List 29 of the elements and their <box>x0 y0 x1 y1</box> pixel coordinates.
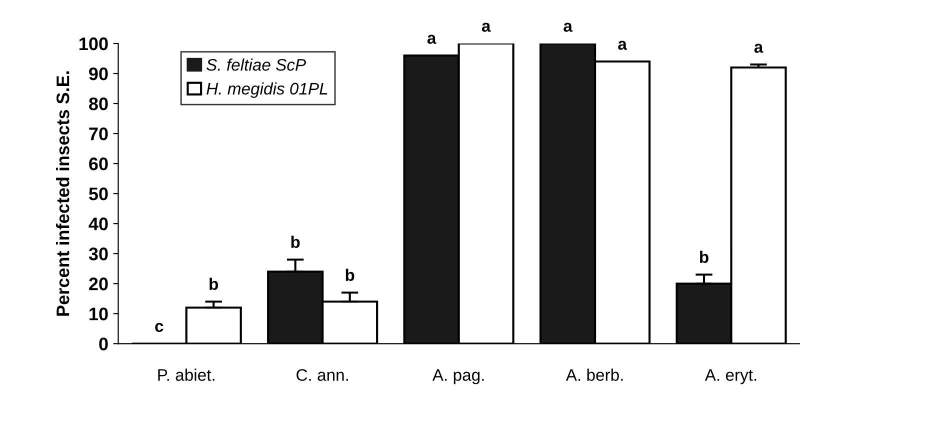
y-tick-label: 80 <box>89 97 108 110</box>
y-tick-label: 50 <box>89 188 108 200</box>
x-tick-label: A. berb. <box>566 368 623 381</box>
data-label: a <box>482 22 491 32</box>
data-label: a <box>754 44 764 53</box>
data-label: b <box>346 268 354 281</box>
data-label: b <box>291 236 300 248</box>
y-tick-label: 20 <box>89 278 108 290</box>
data-label: c <box>155 322 164 332</box>
data-label: a <box>564 22 573 32</box>
y-axis-title: Percent infected insects S.E. <box>56 71 70 316</box>
x-tick-label: P. abiet. <box>158 368 214 381</box>
y-tick-label: 70 <box>89 127 108 140</box>
y-tick-label: 0 <box>99 338 108 350</box>
y-tick-label: 40 <box>88 218 108 230</box>
legend-label: H. megidis 01PL <box>206 82 328 98</box>
x-tick-label: C. ann. <box>296 369 348 381</box>
x-tick-label: A. pag. <box>432 369 484 384</box>
data-label: b <box>700 250 708 263</box>
y-tick-label: 90 <box>89 67 108 80</box>
data-label: b <box>210 278 218 290</box>
y-tick-label: 100 <box>80 37 108 50</box>
y-tick-label: 10 <box>90 308 108 320</box>
y-tick-label: 60 <box>89 157 108 170</box>
y-tick-label: 30 <box>88 248 108 260</box>
data-label: a <box>427 34 436 44</box>
data-label: a <box>618 40 628 50</box>
legend-label: S. feltiae ScP <box>206 58 306 71</box>
x-tick-label: A. eryt. <box>704 369 756 384</box>
